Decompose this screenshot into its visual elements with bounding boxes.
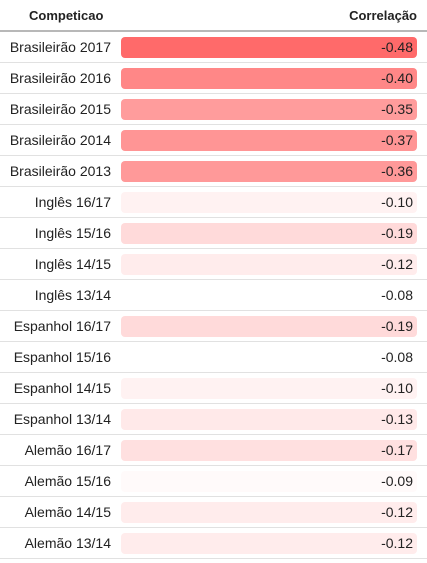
competition-name: Alemão 16/17 <box>24 442 111 458</box>
table-row: Espanhol 16/17 -0.19 <box>0 311 427 342</box>
correlation-value: -0.35 <box>121 98 417 120</box>
correlation-value: -0.19 <box>121 222 417 244</box>
correlation-value: -0.17 <box>121 439 417 461</box>
correlation-value: -0.36 <box>121 160 417 182</box>
table-body: Brasileirão 2017 -0.48 Brasileirão 2016 -0.… <box>0 32 427 559</box>
competition-name: Brasileirão 2013 <box>9 163 111 179</box>
competition-name: Brasileirão 2014 <box>9 132 111 148</box>
competition-name: Espanhol 16/17 <box>13 318 111 334</box>
correlation-value: -0.48 <box>121 36 417 58</box>
correlation-value: -0.19 <box>121 315 417 337</box>
correlation-value: -0.12 <box>121 501 417 523</box>
table-row: Alemão 14/15 -0.12 <box>0 497 427 528</box>
table-row: Alemão 13/14 -0.12 <box>0 528 427 559</box>
competition-name: Alemão 15/16 <box>24 473 111 489</box>
correlation-value: -0.08 <box>121 284 417 306</box>
table-row: Brasileirão 2015 -0.35 <box>0 94 427 125</box>
competition-name: Inglês 14/15 <box>34 256 111 272</box>
competition-name: Alemão 14/15 <box>24 504 111 520</box>
correlation-value: -0.37 <box>121 129 417 151</box>
table-row: Inglês 14/15 -0.12 <box>0 249 427 280</box>
correlation-value: -0.08 <box>121 346 417 368</box>
correlation-value: -0.09 <box>121 470 417 492</box>
competition-name: Espanhol 14/15 <box>13 380 111 396</box>
competition-name: Brasileirão 2017 <box>9 39 111 55</box>
table-row: Brasileirão 2017 -0.48 <box>0 32 427 63</box>
correlation-value: -0.10 <box>121 191 417 213</box>
table-row: Brasileirão 2013 -0.36 <box>0 156 427 187</box>
table-row: Espanhol 15/16 -0.08 <box>0 342 427 373</box>
correlation-value: -0.12 <box>121 253 417 275</box>
correlation-value: -0.10 <box>121 377 417 399</box>
table-row: Inglês 15/16 -0.19 <box>0 218 427 249</box>
table-row: Alemão 15/16 -0.09 <box>0 466 427 497</box>
competition-name: Espanhol 13/14 <box>13 411 111 427</box>
correlation-value: -0.13 <box>121 408 417 430</box>
table-row: Alemão 16/17 -0.17 <box>0 435 427 466</box>
competition-name: Brasileirão 2015 <box>9 101 111 117</box>
table-row: Espanhol 13/14 -0.13 <box>0 404 427 435</box>
table-header: Competicao Correlação <box>0 0 427 32</box>
correlation-column-header[interactable]: Correlação <box>349 7 417 23</box>
table-row: Espanhol 14/15 -0.10 <box>0 373 427 404</box>
correlation-value: -0.12 <box>121 532 417 554</box>
competition-name: Inglês 15/16 <box>34 225 111 241</box>
table-row: Inglês 13/14 -0.08 <box>0 280 427 311</box>
competition-name: Espanhol 15/16 <box>13 349 111 365</box>
table-row: Inglês 16/17 -0.10 <box>0 187 427 218</box>
competition-name: Inglês 13/14 <box>34 287 111 303</box>
competition-name: Alemão 13/14 <box>24 535 111 551</box>
competition-column-header[interactable]: Competicao <box>29 7 104 23</box>
competition-name: Brasileirão 2016 <box>9 70 111 86</box>
table-row: Brasileirão 2014 -0.37 <box>0 125 427 156</box>
table-row: Brasileirão 2016 -0.40 <box>0 63 427 94</box>
competition-name: Inglês 16/17 <box>34 194 111 210</box>
correlation-value: -0.40 <box>121 67 417 89</box>
